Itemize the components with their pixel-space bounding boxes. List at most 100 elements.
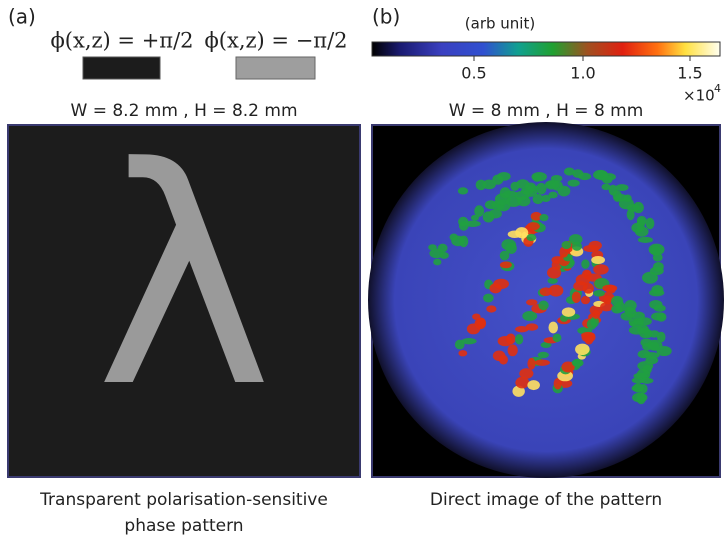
speckle — [601, 184, 610, 190]
speckle — [635, 226, 649, 236]
speckle — [450, 234, 458, 241]
speckle — [627, 209, 635, 220]
speckle — [428, 244, 437, 250]
speckle — [615, 194, 628, 201]
speckle — [500, 261, 512, 268]
colorbar-exponent: 4 — [714, 82, 721, 95]
speckle — [653, 253, 663, 261]
speckle — [458, 350, 467, 356]
speckle — [526, 323, 539, 330]
speckle — [581, 296, 590, 304]
speckle — [562, 307, 575, 316]
speckle — [493, 279, 509, 289]
speckle — [515, 227, 528, 238]
speckle — [602, 175, 613, 183]
speckle — [459, 236, 468, 248]
speckle — [592, 310, 600, 319]
speckle — [527, 358, 535, 370]
figure-canvas: (a) ϕ(x,z) = +π/2 ϕ(x,z) = −π/2 W = 8.2 … — [0, 0, 727, 540]
colorbar-ticks: 0.5 1.0 1.5 — [461, 56, 702, 83]
speckle — [526, 299, 537, 305]
speckle — [656, 312, 666, 321]
speckle — [553, 334, 562, 342]
speckle — [497, 172, 510, 181]
speckle — [572, 291, 581, 303]
speckle — [433, 259, 441, 266]
speckle — [548, 278, 558, 284]
lambda-glyph: λ — [95, 104, 273, 453]
speckle — [465, 221, 481, 227]
phase-swatch — [236, 57, 315, 79]
speckle — [526, 234, 536, 241]
speckle — [439, 252, 449, 259]
speckle — [438, 244, 448, 253]
speckle — [535, 359, 550, 365]
speckle — [637, 216, 647, 225]
speckle — [472, 313, 480, 319]
speckle — [572, 359, 584, 367]
speckle — [539, 214, 548, 221]
colorbar-tick-label: 1.0 — [570, 64, 595, 83]
speckle — [649, 300, 662, 309]
speckle — [593, 264, 609, 274]
speckle — [547, 267, 561, 279]
speckle — [572, 242, 582, 251]
speckle — [646, 218, 655, 230]
speckle — [581, 259, 589, 268]
speckle — [642, 272, 658, 284]
colorbar-tick-label: 1.5 — [677, 64, 702, 83]
speckle — [527, 222, 540, 230]
panel-label: (b) — [372, 5, 400, 29]
speckle — [558, 186, 571, 197]
speckle — [649, 342, 659, 351]
speckle — [615, 184, 628, 191]
speckle — [632, 393, 647, 403]
colorbar-label: (arb unit) — [465, 15, 535, 33]
speckle — [527, 185, 538, 191]
speckle — [548, 322, 557, 334]
speckle — [461, 338, 476, 344]
speckle — [508, 344, 518, 356]
speckle — [549, 285, 564, 297]
speckle — [538, 301, 548, 311]
figure: (a) ϕ(x,z) = +π/2 ϕ(x,z) = −π/2 W = 8.2 … — [0, 0, 727, 540]
speckle — [531, 172, 546, 181]
caption: phase pattern — [124, 516, 243, 536]
phase-label: ϕ(x,z) = +π/2 — [50, 29, 193, 53]
speckle — [568, 180, 580, 187]
speckle — [651, 285, 663, 294]
speckle — [486, 305, 496, 312]
colorbar-multiplier: ×10 — [683, 87, 715, 105]
speckle — [506, 242, 517, 253]
speckle — [591, 256, 605, 264]
speckle — [575, 344, 590, 355]
speckle — [581, 332, 595, 339]
speckle — [602, 285, 617, 292]
speckle — [483, 294, 494, 303]
size-label: W = 8 mm , H = 8 mm — [449, 101, 644, 121]
speckle — [578, 173, 591, 180]
phase-swatch — [83, 57, 160, 79]
speckle — [458, 187, 468, 194]
speckle — [499, 355, 508, 365]
colorbar — [372, 42, 720, 56]
colorbar-tick-label: 0.5 — [461, 64, 486, 83]
caption: Direct image of the pattern — [430, 490, 662, 510]
speckle — [538, 352, 549, 358]
phase-label: ϕ(x,z) = −π/2 — [204, 29, 347, 53]
speckle — [589, 241, 602, 251]
speckle — [633, 383, 644, 392]
speckle — [611, 296, 623, 306]
speckle — [527, 380, 540, 390]
speckle — [632, 377, 645, 383]
speckle — [638, 237, 653, 243]
speckle — [515, 334, 523, 344]
speckle — [593, 290, 605, 297]
speckle — [474, 205, 484, 217]
speckle — [519, 368, 533, 378]
speckle — [506, 333, 515, 344]
panel-label: (a) — [8, 5, 36, 29]
speckle — [633, 202, 644, 213]
speckle — [639, 328, 650, 339]
speckle — [603, 295, 612, 304]
